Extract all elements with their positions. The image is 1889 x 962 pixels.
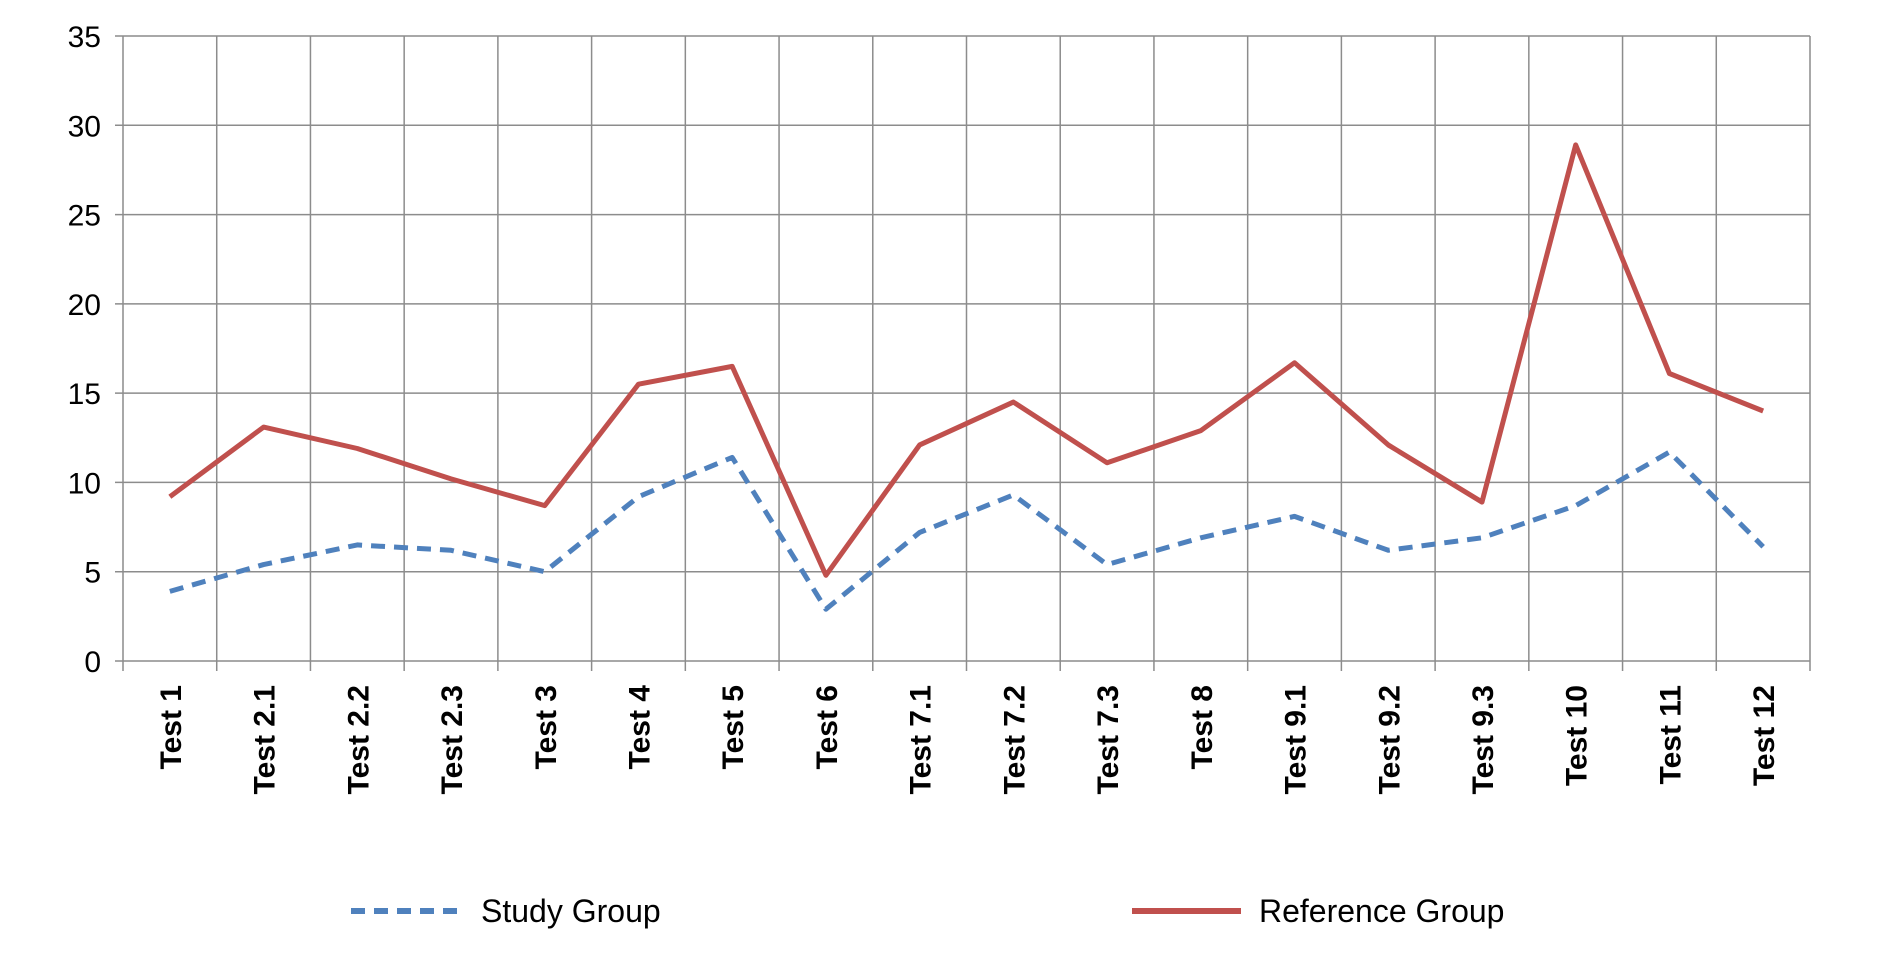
y-tick-label: 30: [68, 110, 101, 143]
x-tick-label: Test 8: [1186, 685, 1219, 769]
x-tick-label: Test 11: [1654, 685, 1687, 785]
x-tick-label: Test 5: [717, 685, 750, 769]
x-tick-label: Test 6: [811, 685, 844, 769]
x-tick-label: Test 9.3: [1467, 685, 1500, 795]
x-tick-label: Test 2.3: [436, 685, 469, 795]
x-tick-label: Test 1: [155, 685, 188, 769]
y-tick-label: 15: [68, 378, 101, 411]
x-tick-label: Test 2.1: [249, 685, 282, 795]
x-tick-label: Test 7.1: [905, 685, 938, 795]
y-tick-label: 35: [68, 21, 101, 54]
y-tick-label: 20: [68, 289, 101, 322]
x-tick-label: Test 10: [1561, 685, 1594, 786]
y-tick-label: 25: [68, 200, 101, 233]
legend-label: Study Group: [481, 893, 661, 929]
series-line-study-group: [169, 449, 1765, 612]
x-tick-label: Test 9.2: [1373, 685, 1406, 795]
x-tick-label: Test 3: [530, 685, 563, 769]
y-tick-label: 10: [68, 467, 101, 500]
series-line-reference-group: [168, 142, 1765, 578]
x-tick-label: Test 2.2: [342, 685, 375, 795]
x-tick-label: Test 7.3: [1092, 685, 1125, 795]
y-tick-label: 0: [84, 646, 101, 679]
x-tick-label: Test 7.2: [998, 685, 1031, 795]
x-tick-label: Test 9.1: [1280, 685, 1313, 795]
x-tick-label: Test 12: [1748, 685, 1781, 786]
legend-label: Reference Group: [1259, 893, 1504, 929]
x-tick-label: Test 4: [623, 685, 656, 770]
y-tick-label: 5: [84, 557, 101, 590]
